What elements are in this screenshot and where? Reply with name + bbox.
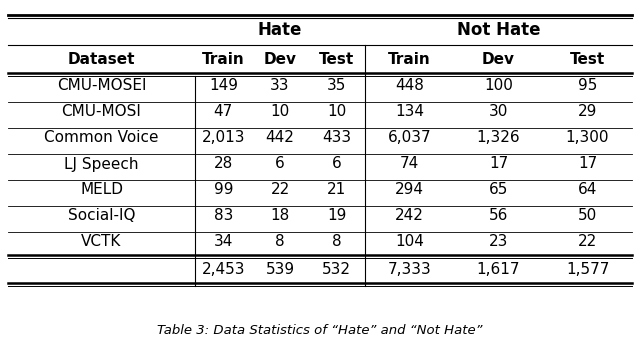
Text: 22: 22 (578, 235, 597, 249)
Text: Train: Train (388, 51, 431, 67)
Text: 6: 6 (275, 157, 285, 171)
Text: 18: 18 (270, 208, 290, 224)
Text: 17: 17 (489, 157, 508, 171)
Text: 442: 442 (266, 130, 294, 146)
Text: 47: 47 (214, 105, 233, 119)
Text: 64: 64 (578, 183, 597, 197)
Text: 2,013: 2,013 (202, 130, 245, 146)
Text: 149: 149 (209, 79, 238, 93)
Text: Table 3: Data Statistics of “Hate” and “Not Hate”: Table 3: Data Statistics of “Hate” and “… (157, 325, 483, 337)
Text: 35: 35 (327, 79, 346, 93)
Text: VCTK: VCTK (81, 235, 122, 249)
Text: 99: 99 (214, 183, 233, 197)
Text: 83: 83 (214, 208, 233, 224)
Text: 33: 33 (270, 79, 290, 93)
Text: 19: 19 (327, 208, 346, 224)
Text: 17: 17 (578, 157, 597, 171)
Text: 10: 10 (327, 105, 346, 119)
Text: LJ Speech: LJ Speech (64, 157, 139, 171)
Text: 242: 242 (395, 208, 424, 224)
Text: 539: 539 (266, 262, 294, 276)
Text: 22: 22 (270, 183, 290, 197)
Text: Train: Train (202, 51, 244, 67)
Text: 1,577: 1,577 (566, 262, 609, 276)
Text: 29: 29 (578, 105, 597, 119)
Text: 6,037: 6,037 (388, 130, 431, 146)
Text: 21: 21 (327, 183, 346, 197)
Text: 532: 532 (322, 262, 351, 276)
Text: 294: 294 (395, 183, 424, 197)
Text: 74: 74 (400, 157, 419, 171)
Text: 433: 433 (322, 130, 351, 146)
Text: Test: Test (570, 51, 605, 67)
Text: 10: 10 (270, 105, 290, 119)
Text: 23: 23 (489, 235, 508, 249)
Text: 2,453: 2,453 (202, 262, 245, 276)
Text: 448: 448 (395, 79, 424, 93)
Text: 30: 30 (489, 105, 508, 119)
Text: 1,300: 1,300 (566, 130, 609, 146)
Text: 34: 34 (214, 235, 233, 249)
Text: 1,617: 1,617 (477, 262, 520, 276)
Text: Common Voice: Common Voice (44, 130, 159, 146)
Text: 104: 104 (395, 235, 424, 249)
Text: Not Hate: Not Hate (457, 21, 540, 39)
Text: Test: Test (319, 51, 355, 67)
Text: 134: 134 (395, 105, 424, 119)
Text: Dataset: Dataset (68, 51, 135, 67)
Text: 1,326: 1,326 (477, 130, 520, 146)
Text: MELD: MELD (80, 183, 123, 197)
Text: 100: 100 (484, 79, 513, 93)
Text: Dev: Dev (482, 51, 515, 67)
Text: 6: 6 (332, 157, 342, 171)
Text: CMU-MOSI: CMU-MOSI (61, 105, 141, 119)
Text: Dev: Dev (264, 51, 296, 67)
Text: 50: 50 (578, 208, 597, 224)
Text: 28: 28 (214, 157, 233, 171)
Text: CMU-MOSEI: CMU-MOSEI (57, 79, 147, 93)
Text: 56: 56 (489, 208, 508, 224)
Text: 8: 8 (332, 235, 342, 249)
Text: 65: 65 (489, 183, 508, 197)
Text: Social-IQ: Social-IQ (68, 208, 135, 224)
Text: 7,333: 7,333 (388, 262, 431, 276)
Text: 8: 8 (275, 235, 285, 249)
Text: 95: 95 (578, 79, 597, 93)
Text: Hate: Hate (258, 21, 302, 39)
